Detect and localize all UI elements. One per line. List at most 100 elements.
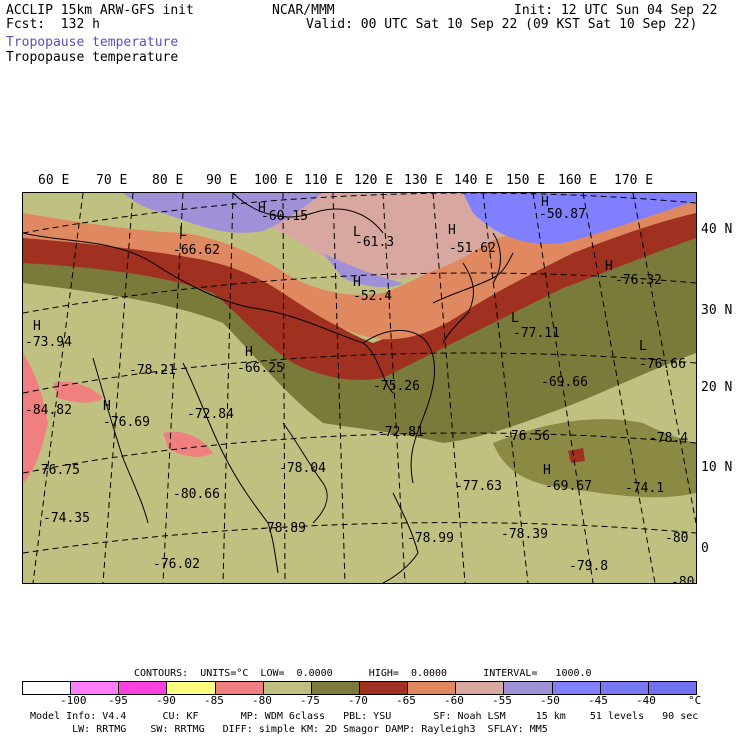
- band-minus50-west: [123, 193, 323, 233]
- band-minus65-patch: [568, 448, 585, 463]
- legend-swatch: [648, 682, 696, 694]
- band-minus80-patch2: [163, 431, 213, 457]
- lon-label: 110 E: [304, 173, 344, 188]
- model-info-line2: LW: RRTMG SW: RRTMG DIFF: simple KM: 2D …: [30, 724, 548, 735]
- map-value-label: L: [511, 311, 519, 326]
- legend-tick: -45: [588, 694, 608, 707]
- lon-label: 80 E: [152, 173, 184, 188]
- lon-label: 150 E: [506, 173, 546, 188]
- map-value-label: -76.66: [639, 357, 686, 372]
- lat-label: 30 N: [701, 303, 733, 318]
- legend-tick: -85: [204, 694, 224, 707]
- legend-tick: -50: [540, 694, 560, 707]
- legend-swatch: [215, 682, 264, 694]
- legend-tick: -40: [636, 694, 656, 707]
- map-value-label: -61.3: [355, 235, 395, 250]
- band-minus45-east: [463, 193, 696, 244]
- map-value-label: -78.39: [501, 527, 548, 542]
- forecast-hour: Fcst: 132 h: [6, 17, 100, 32]
- map-value-label: L: [353, 225, 361, 240]
- band-minus80-patch1: [53, 381, 103, 403]
- init-time: Init: 12 UTC Sun 04 Sep 22: [514, 3, 718, 18]
- map-value-label: -84.82: [25, 403, 72, 418]
- map-value-label: -66.25: [237, 361, 284, 376]
- map-value-label: -74.35: [43, 511, 90, 526]
- map-value-label: -69.66: [541, 375, 588, 390]
- lon-label: 170 E: [614, 173, 654, 188]
- legend-tick: -65: [396, 694, 416, 707]
- legend-tick: -55: [492, 694, 512, 707]
- map-value-label: -80: [665, 531, 689, 546]
- color-legend: [22, 681, 697, 695]
- map-value-label: L: [179, 225, 187, 240]
- map-value-label: -74.1: [625, 481, 665, 496]
- map-title: ACCLIP 15km ARW-GFS init: [6, 3, 194, 18]
- legend-tick: -95: [108, 694, 128, 707]
- graticule: [23, 193, 696, 583]
- field-title-1: Tropopause temperature: [6, 35, 179, 50]
- map-value-label: H: [103, 399, 111, 414]
- model-info-line1: Model Info: V4.4 CU: KF MP: WDM 6class P…: [30, 711, 699, 722]
- lat-label: 20 N: [701, 380, 733, 395]
- lon-label: 90 E: [206, 173, 238, 188]
- map-value-label: -78.4: [649, 431, 689, 446]
- map-value-label: H: [605, 259, 613, 274]
- map-value-label: -79.8: [569, 559, 609, 574]
- map-value-label: H: [543, 463, 551, 478]
- legend-swatch: [71, 682, 120, 694]
- band-minus80-west: [23, 353, 48, 483]
- map-value-label: -75.26: [373, 379, 420, 394]
- map-value-label: -77.11: [513, 326, 560, 341]
- legend-tick: -90: [156, 694, 176, 707]
- map-value-label: H: [353, 275, 361, 290]
- map-value-label: -66.62: [173, 243, 220, 258]
- legend-swatch: [600, 682, 649, 694]
- lon-label: 130 E: [404, 173, 444, 188]
- map-value-label: -78.99: [407, 531, 454, 546]
- contour-info: CONTOURS: UNITS=°C LOW= 0.0000 HIGH= 0.0…: [134, 668, 592, 679]
- lon-label: 120 E: [354, 173, 394, 188]
- legend-tick: °C: [688, 694, 702, 707]
- field-title-2: Tropopause temperature: [6, 50, 179, 65]
- legend-tick: -75: [300, 694, 320, 707]
- lon-label: 160 E: [558, 173, 598, 188]
- map-value-label: -51.62: [449, 241, 496, 256]
- legend-swatch: [263, 682, 312, 694]
- legend-swatch: [359, 682, 409, 694]
- coastlines: [23, 193, 514, 583]
- legend-swatch: [504, 682, 553, 694]
- map-value-label: -76.02: [153, 557, 200, 572]
- map-value-label: -78.04: [279, 461, 326, 476]
- map-value-label: -73.94: [25, 335, 72, 350]
- lon-label: 70 E: [96, 173, 128, 188]
- tropopause-temperature-map: H -60.15 L -61.3 H -50.87 L -66.62 H -51…: [22, 192, 697, 584]
- lon-label: 140 E: [454, 173, 494, 188]
- map-value-label: -69.67: [545, 479, 592, 494]
- map-value-label: -80.66: [173, 487, 220, 502]
- map-value-label: -78.89: [259, 521, 306, 536]
- legend-tick: -60: [444, 694, 464, 707]
- legend-swatch: [552, 682, 601, 694]
- legend-swatch: [408, 682, 457, 694]
- lat-label: 0: [701, 541, 709, 556]
- map-value-label: -76.56: [503, 429, 550, 444]
- map-value-label: -76.75: [33, 463, 80, 478]
- map-value-label: L: [639, 339, 647, 354]
- map-value-label: -80: [671, 575, 695, 584]
- map-value-label: -77.63: [455, 479, 502, 494]
- map-value-label: H: [245, 345, 253, 360]
- legend-tick: -70: [348, 694, 368, 707]
- map-value-label: -52.4: [353, 289, 393, 304]
- map-canvas: [23, 193, 696, 583]
- map-value-label: -72.84: [187, 407, 234, 422]
- legend-swatch: [456, 682, 505, 694]
- lon-label: 100 E: [254, 173, 294, 188]
- map-value-label: -76.69: [103, 415, 150, 430]
- map-value-label: -50.87: [539, 207, 586, 222]
- lat-label: 10 N: [701, 460, 733, 475]
- lon-label: 60 E: [38, 173, 70, 188]
- legend-swatch: [119, 682, 168, 694]
- map-value-label: H: [541, 195, 549, 210]
- band-minus65: [23, 198, 696, 380]
- legend-tick: -80: [252, 694, 272, 707]
